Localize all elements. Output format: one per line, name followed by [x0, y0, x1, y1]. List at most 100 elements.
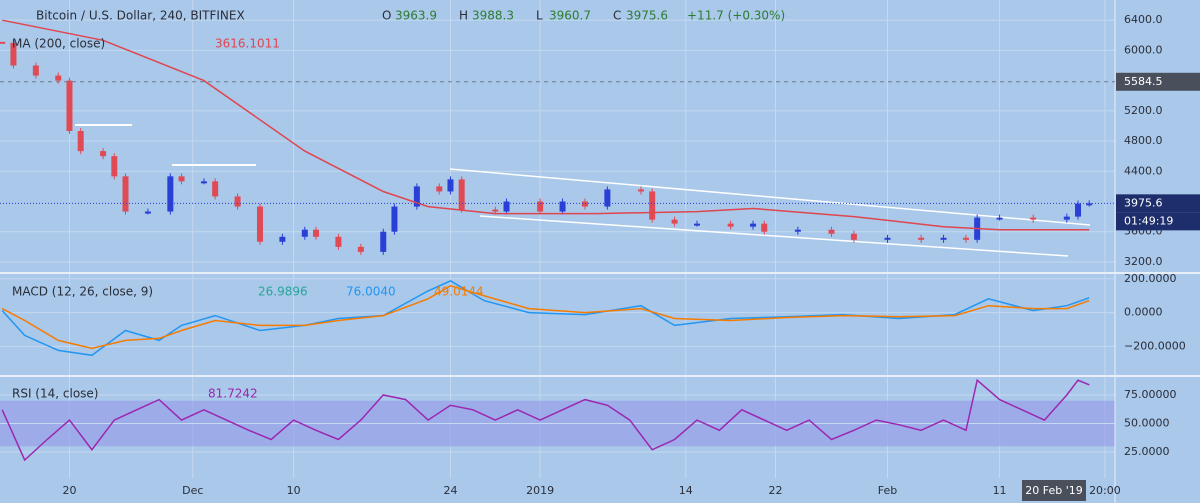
- candle: [750, 223, 757, 227]
- candle: [357, 246, 364, 252]
- ohlc-name: H: [459, 9, 468, 23]
- candle: [212, 181, 219, 197]
- y-tick-label: 6000.0: [1124, 43, 1163, 56]
- y-tick-label: 5200.0: [1124, 104, 1163, 117]
- countdown-label: 01:49:19: [1124, 214, 1173, 227]
- legend-value: 76.0040: [346, 285, 396, 299]
- candle: [962, 237, 969, 240]
- ohlc-name: L: [536, 9, 543, 23]
- x-tick-label: 20:00: [1089, 484, 1121, 497]
- candle: [884, 237, 891, 240]
- x-tick-label: Feb: [878, 484, 897, 497]
- macd-legend[interactable]: MACD (12, 26, close, 9): [12, 285, 153, 299]
- candle: [761, 223, 768, 232]
- legend-value: 26.9896: [258, 285, 308, 299]
- candle: [100, 151, 107, 157]
- time-axis: [0, 478, 1200, 503]
- candle: [380, 231, 387, 252]
- candle: [256, 206, 263, 242]
- candle: [492, 209, 499, 212]
- candle: [77, 131, 84, 152]
- candle: [234, 196, 241, 207]
- x-tick-label: Dec: [182, 484, 203, 497]
- candle: [503, 201, 510, 212]
- candle: [55, 75, 62, 81]
- x-tick-label: 11: [993, 484, 1007, 497]
- change-label: +11.7 (+0.30%): [687, 9, 785, 23]
- candle: [604, 189, 611, 207]
- candle: [828, 229, 835, 234]
- candle: [1075, 203, 1082, 217]
- candle: [940, 237, 947, 240]
- series-line: [1, 284, 1090, 350]
- x-tick-label: 14: [679, 484, 693, 497]
- ohlc-name: O: [382, 9, 391, 23]
- pane-separator: [0, 375, 1200, 377]
- marks: [0, 19, 1115, 462]
- candle: [581, 201, 588, 207]
- x-tick-label: 2019: [526, 484, 554, 497]
- candle: [637, 189, 644, 192]
- trend-line: [479, 215, 1069, 257]
- ma-legend[interactable]: MA (200, close): [12, 37, 105, 51]
- rsi-value: 81.7242: [208, 387, 258, 401]
- candle: [144, 211, 151, 214]
- candle: [32, 65, 39, 76]
- trend-line: [449, 168, 1091, 226]
- candle: [200, 181, 207, 184]
- candle: [458, 179, 465, 210]
- crosshair-box: [1116, 72, 1200, 91]
- y-tick-label: 75.00000: [1124, 388, 1177, 401]
- price-label-box: [1116, 194, 1200, 213]
- ohlc-value: 3975.6: [626, 9, 668, 23]
- series-line: [1, 378, 1090, 462]
- y-tick-label: 4400.0: [1124, 164, 1163, 177]
- ma-value: 3616.1011: [215, 37, 280, 51]
- candle: [111, 156, 118, 177]
- symbol-title[interactable]: Bitcoin / U.S. Dollar, 240, BITFINEX: [36, 9, 245, 23]
- candle: [66, 80, 73, 132]
- countdown-box: [1116, 212, 1200, 231]
- candle: [559, 201, 566, 212]
- candle: [537, 201, 544, 212]
- candle: [413, 186, 420, 207]
- ohlc-value: 3963.9: [395, 9, 437, 23]
- ohlc-value: 3960.7: [549, 9, 591, 23]
- candle: [178, 176, 185, 182]
- legend-value: 49.0144: [434, 285, 484, 299]
- series-line: [2, 19, 1090, 231]
- pane-separator: [0, 272, 1200, 274]
- candle: [436, 186, 443, 192]
- y-tick-label: 4800.0: [1124, 134, 1163, 147]
- candle: [335, 236, 342, 247]
- candle: [10, 42, 17, 66]
- candle: [694, 223, 701, 226]
- candle: [918, 237, 925, 240]
- candle: [1086, 203, 1093, 206]
- candle: [167, 176, 174, 212]
- candle: [996, 217, 1003, 220]
- y-tick-label: 25.0000: [1124, 445, 1170, 458]
- candle: [301, 229, 308, 237]
- candle: [727, 223, 734, 227]
- y-tick-label: 3200.0: [1124, 255, 1163, 268]
- x-tick-label: 24: [443, 484, 457, 497]
- current-price-label: 3975.6: [1124, 196, 1163, 209]
- x-tick-label: 20: [62, 484, 76, 497]
- y-tick-label: 0.0000: [1124, 306, 1163, 319]
- candle: [671, 219, 678, 224]
- candle: [1063, 216, 1070, 220]
- crosshair-time-box: [1022, 480, 1086, 501]
- candle: [850, 233, 857, 240]
- candle: [794, 229, 801, 232]
- y-tick-label: 6400.0: [1124, 13, 1163, 26]
- x-tick-label: 10: [287, 484, 301, 497]
- ohlc-value: 3988.3: [472, 9, 514, 23]
- candle: [649, 191, 656, 220]
- y-tick-label: 200.0000: [1124, 272, 1177, 285]
- candle: [1030, 217, 1037, 220]
- candle: [0, 41, 6, 44]
- grid: [0, 0, 1115, 478]
- rsi-legend[interactable]: RSI (14, close): [12, 387, 98, 401]
